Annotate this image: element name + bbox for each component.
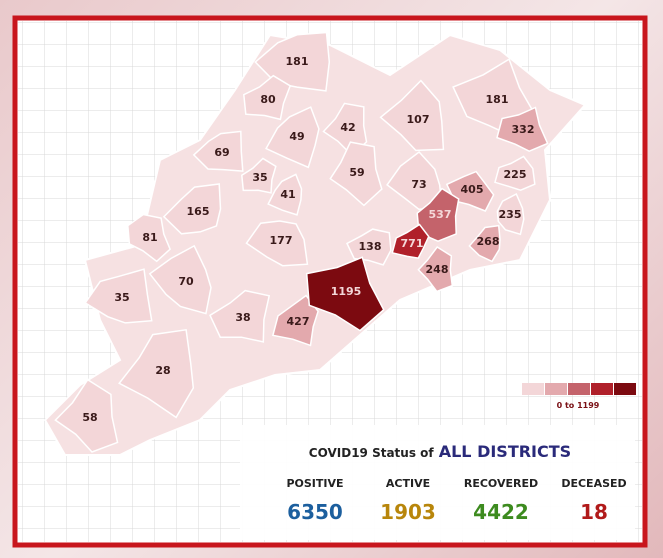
district-label: 537	[429, 208, 452, 221]
legend-swatch	[545, 383, 567, 395]
district	[391, 223, 430, 259]
district-label: 69	[214, 146, 229, 159]
district	[243, 74, 292, 121]
district	[329, 141, 383, 207]
district-label: 1195	[331, 285, 362, 298]
title-prefix: COVID19 Status of	[309, 446, 435, 460]
district	[148, 244, 212, 315]
district	[416, 187, 460, 243]
district-label: 268	[477, 235, 500, 248]
district-label: 181	[486, 93, 509, 106]
district	[265, 106, 320, 169]
district	[417, 245, 454, 293]
district-label: 107	[407, 113, 430, 126]
district	[245, 220, 309, 267]
title-emphasis: ALL DISTRICTS	[439, 442, 571, 461]
stat-label: RECOVERED	[464, 477, 538, 490]
district	[379, 79, 445, 152]
district-label: 49	[289, 130, 304, 143]
stats: POSITIVE 6350 ACTIVE 1903 RECOVERED 4422 DECEA…	[286, 477, 626, 524]
district-label: 35	[114, 291, 129, 304]
status-panel	[240, 425, 635, 540]
district	[496, 106, 549, 153]
district-label: 427	[287, 315, 310, 328]
district	[322, 102, 368, 157]
district-label: 59	[349, 166, 364, 179]
legend-swatch	[614, 383, 636, 395]
district	[127, 213, 171, 263]
stat-label: POSITIVE	[286, 477, 343, 490]
district	[271, 294, 319, 347]
district	[305, 256, 385, 332]
stat-value: 1903	[380, 500, 436, 524]
district-label: 70	[178, 275, 194, 288]
district-label: 81	[142, 231, 157, 244]
district-label: 42	[340, 121, 355, 134]
district	[54, 378, 119, 453]
district	[162, 183, 222, 235]
district-label: 165	[187, 205, 210, 218]
district	[84, 268, 153, 324]
district	[346, 228, 392, 266]
district-label: 58	[82, 411, 97, 424]
stat-label: ACTIVE	[386, 477, 430, 490]
district-label: 80	[260, 93, 276, 106]
district	[468, 224, 501, 263]
district-label: 235	[499, 208, 522, 221]
district	[494, 155, 536, 191]
district-label: 248	[426, 263, 449, 276]
stat-label: DECEASED	[561, 477, 626, 490]
district	[267, 173, 303, 216]
district-label: 177	[270, 234, 293, 247]
legend: 0 to 1199	[522, 383, 636, 410]
stat-value: 18	[580, 500, 608, 524]
district-label: 138	[359, 240, 382, 253]
district-label: 41	[280, 188, 295, 201]
district	[386, 150, 443, 211]
district	[192, 130, 244, 172]
district-label: 38	[235, 311, 250, 324]
status-title: COVID19 Status of ALL DISTRICTS	[309, 442, 571, 461]
stat-value: 4422	[473, 500, 529, 524]
district	[496, 192, 525, 236]
district-label: 405	[461, 183, 484, 196]
district-label: 28	[155, 364, 170, 377]
district-label: 181	[286, 55, 309, 68]
district	[118, 328, 195, 419]
district-label: 771	[401, 237, 424, 250]
districts: 181 80 49 42 107 181 69 35 41 59 73 225 165 235 81 177 1…	[54, 31, 549, 453]
stat-value: 6350	[287, 500, 343, 524]
district	[209, 289, 271, 343]
district-label: 35	[252, 171, 267, 184]
legend-label: 0 to 1199	[557, 401, 600, 410]
district-label: 73	[411, 178, 426, 191]
legend-swatch	[591, 383, 613, 395]
legend-swatch	[568, 383, 590, 395]
district-label: 332	[512, 123, 535, 136]
district-label: 225	[504, 168, 527, 181]
legend-swatch	[522, 383, 544, 395]
district	[241, 157, 277, 194]
